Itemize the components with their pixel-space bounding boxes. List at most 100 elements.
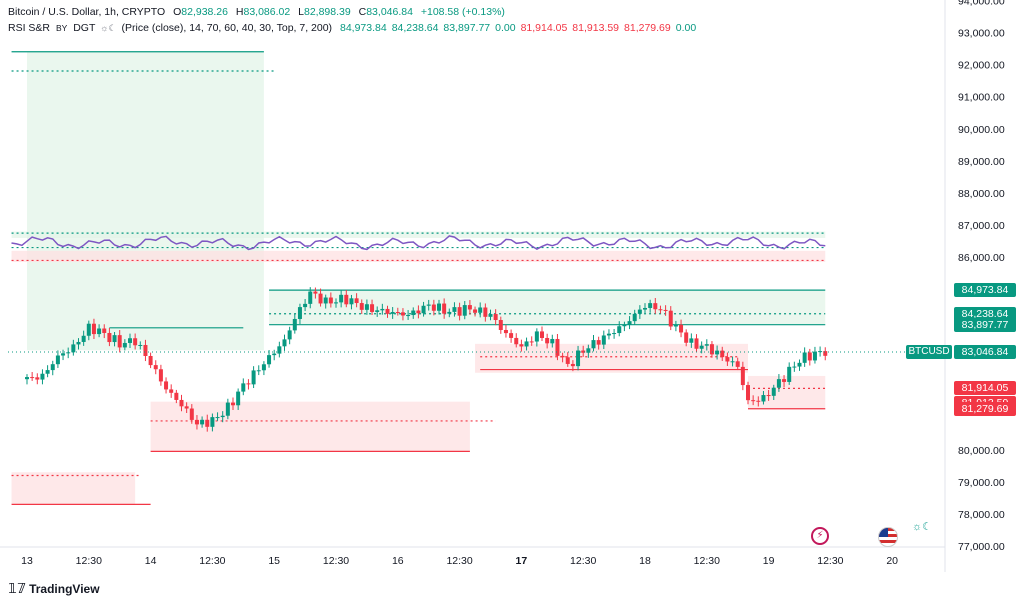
ohlc-low: L82,898.39 xyxy=(298,6,351,18)
ohlc-high: H83,086.02 xyxy=(235,6,291,18)
candle-body xyxy=(606,333,611,336)
time-tick-label: 16 xyxy=(392,555,404,567)
sr-zone xyxy=(11,472,136,505)
indicator-by: BY xyxy=(55,23,68,33)
candle-body xyxy=(663,309,668,311)
time-axis[interactable]: 13 12:30 14 12:30 15 12:30 16 12:30 17 12:30 18 12:… xyxy=(21,555,898,567)
candle-body xyxy=(467,305,472,310)
candle-body xyxy=(612,333,617,335)
rsi-line xyxy=(11,235,826,251)
candle-body xyxy=(35,377,40,380)
candle-body xyxy=(529,341,534,343)
time-tick-label: 12:30 xyxy=(570,555,596,567)
candle-body xyxy=(709,344,714,355)
indicator-value: 84,973.84 xyxy=(339,22,387,34)
candle-body xyxy=(174,392,179,400)
candle-body xyxy=(210,417,215,427)
current-price-badge: 83,046.84 xyxy=(954,345,1016,359)
us-flag-icon[interactable] xyxy=(878,527,898,547)
ohlc-change: +108.58 (+0.13%) xyxy=(420,6,505,18)
candle-body xyxy=(81,335,86,342)
candle-body xyxy=(385,308,390,314)
candle-body xyxy=(169,389,174,393)
candle-body xyxy=(128,338,132,343)
time-tick-label: 12:30 xyxy=(76,555,102,567)
candle-body xyxy=(442,303,447,314)
candle-body xyxy=(267,355,272,365)
candle-body xyxy=(643,307,647,310)
price-tick-label: 77,000.00 xyxy=(958,541,1005,553)
candle-body xyxy=(534,331,539,342)
price-axis[interactable]: 94,000.00 93,000.00 92,000.00 91,000.00 90,0… xyxy=(958,0,1005,553)
candle-body xyxy=(133,338,138,346)
candle-body xyxy=(782,379,787,382)
candle-body xyxy=(194,419,199,425)
candle-body xyxy=(225,402,230,416)
symbol-legend: Bitcoin / U.S. Dollar, 1h, CRYPTO O82,93… xyxy=(8,6,510,18)
candle-body xyxy=(411,310,416,316)
candle-body xyxy=(586,348,591,353)
session-icon[interactable]: ☼☾ xyxy=(912,521,932,533)
candle-body xyxy=(55,355,60,365)
candle-body xyxy=(406,315,411,317)
symbol-title[interactable]: Bitcoin / U.S. Dollar, 1h, CRYPTO xyxy=(8,6,166,18)
candle-body xyxy=(303,303,308,308)
candle-body xyxy=(545,337,550,344)
candle-body xyxy=(256,370,261,372)
candle-body xyxy=(823,351,828,356)
candle-body xyxy=(725,357,730,362)
candle-body xyxy=(40,373,45,380)
indicator-name[interactable]: RSI S&R xyxy=(8,22,51,34)
candle-body xyxy=(565,357,570,364)
ohlc-close: C83,046.84 xyxy=(358,6,413,18)
sr-zone xyxy=(11,250,826,263)
indicator-value: 81,279.69 xyxy=(624,22,671,34)
sr-zone xyxy=(150,401,470,452)
candle-body xyxy=(164,381,169,390)
candle-body xyxy=(812,351,817,361)
candle-body xyxy=(462,305,467,316)
candle-body xyxy=(555,338,560,356)
time-tick-label: 20 xyxy=(886,555,898,567)
candle-body xyxy=(648,303,653,308)
sr-zones-layer xyxy=(11,51,826,505)
time-tick-label: 12:30 xyxy=(446,555,472,567)
candle-body xyxy=(730,361,735,363)
time-tick-label: 14 xyxy=(145,555,157,567)
candle-body xyxy=(756,400,761,402)
tradingview-logo[interactable]: 𝟙𝟟 TradingView xyxy=(8,581,100,597)
price-tick-label: 80,000.00 xyxy=(958,445,1005,457)
candle-body xyxy=(122,342,127,348)
price-tick-label: 92,000.00 xyxy=(958,60,1005,72)
tradingview-logo-text: TradingView xyxy=(29,582,100,596)
rsi-overlay-layer xyxy=(11,235,826,251)
indicator-values: 84,973.84 84,238.64 83,897.77 0.00 81,914.05… xyxy=(340,22,701,34)
tradingview-logo-icon: 𝟙𝟟 xyxy=(8,581,27,596)
candle-body xyxy=(323,297,328,304)
candle-body xyxy=(370,304,375,312)
price-tick-label: 86,000.00 xyxy=(958,252,1005,264)
candle-body xyxy=(699,345,704,349)
candle-body xyxy=(261,364,266,371)
time-tick-label: 17 xyxy=(516,555,528,567)
candle-body xyxy=(236,391,241,406)
indicator-value: 0.00 xyxy=(675,22,697,34)
indicator-value: 83,897.77 xyxy=(443,22,491,34)
candle-body xyxy=(287,330,292,340)
candle-body xyxy=(514,337,519,345)
candle-body xyxy=(297,307,302,319)
flash-icon[interactable]: ⚡ xyxy=(811,527,829,545)
candle-body xyxy=(797,362,802,367)
candle-body xyxy=(421,305,426,314)
candle-body xyxy=(179,399,184,407)
candle-body xyxy=(668,310,673,327)
candle-body xyxy=(807,352,812,361)
candle-body xyxy=(679,324,684,333)
price-tick-label: 87,000.00 xyxy=(958,220,1005,232)
candle-body xyxy=(292,318,297,331)
candle-body xyxy=(117,335,122,348)
candle-body xyxy=(45,370,50,374)
candle-body xyxy=(673,324,678,327)
candle-body xyxy=(632,313,637,322)
